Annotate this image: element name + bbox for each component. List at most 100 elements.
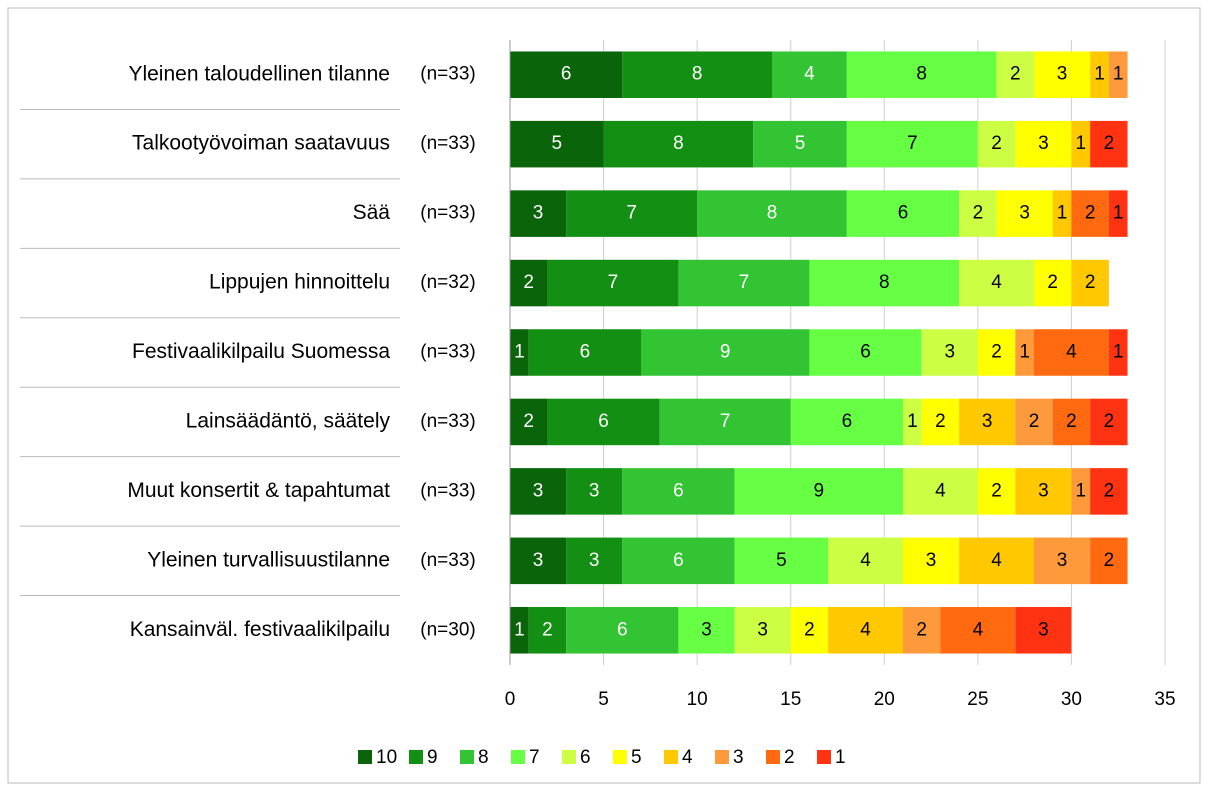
data-label: 4 — [860, 550, 871, 571]
bar-segment — [1015, 398, 1053, 446]
legend-swatch — [562, 750, 576, 764]
data-label: 3 — [1038, 480, 1049, 501]
data-label: 1 — [1075, 133, 1086, 154]
data-label: 8 — [879, 272, 890, 293]
data-label: 9 — [813, 480, 824, 501]
bar-segment — [734, 468, 903, 515]
data-label: 1 — [1113, 203, 1124, 224]
bar-segment — [959, 259, 1034, 307]
data-label: 2 — [523, 272, 534, 293]
data-label: 2 — [935, 411, 946, 432]
bar-segment — [566, 607, 679, 654]
bar-segment — [996, 51, 1034, 98]
bar-segment — [566, 190, 698, 237]
x-tick-label: 25 — [967, 689, 988, 710]
bar-segment — [566, 468, 623, 515]
bar-segment — [1090, 120, 1128, 168]
data-label: 1 — [1019, 342, 1030, 363]
data-label: 5 — [551, 133, 562, 154]
data-label: 1 — [514, 342, 525, 363]
data-label: 3 — [1038, 133, 1049, 154]
legend-swatch — [817, 750, 831, 764]
data-label: 3 — [589, 550, 600, 571]
bar-segment — [828, 607, 903, 654]
data-label: 4 — [860, 619, 871, 640]
data-label: 1 — [1075, 480, 1086, 501]
bar-segment — [1034, 329, 1109, 376]
x-tick-label: 30 — [1061, 689, 1082, 710]
data-label: 2 — [991, 480, 1002, 501]
x-tick-label: 15 — [780, 689, 801, 710]
bar-segment — [809, 259, 960, 307]
bar-segment — [959, 537, 1034, 585]
category-label: Kansainväl. festivaalikilpailu — [130, 618, 390, 641]
data-label: 4 — [991, 550, 1002, 571]
bar-segment — [1090, 51, 1109, 98]
bar-segment — [1090, 398, 1128, 446]
data-label: 3 — [1019, 203, 1030, 224]
x-tick-label: 20 — [874, 689, 895, 710]
bar-segment — [697, 190, 847, 237]
bar-segment — [940, 607, 1016, 654]
legend-label: 1 — [835, 747, 846, 768]
bar-segment — [528, 607, 567, 654]
category-label: Sää — [353, 201, 391, 224]
bar-segment — [959, 190, 997, 237]
data-label: 3 — [589, 480, 600, 501]
bar-segment — [1090, 468, 1128, 515]
data-label: 6 — [580, 342, 591, 363]
data-label: 2 — [1104, 550, 1115, 571]
bar-segment — [921, 398, 960, 446]
bar-segment — [510, 468, 567, 515]
data-label: 3 — [1038, 619, 1049, 640]
data-label: 2 — [1085, 272, 1096, 293]
data-label: 3 — [757, 619, 768, 640]
bar-segment — [846, 51, 997, 98]
bar-segment — [903, 537, 960, 585]
bar-segment — [1034, 51, 1091, 98]
bar-segment — [903, 468, 978, 515]
data-label: 6 — [860, 342, 871, 363]
bar-segment — [977, 468, 1016, 515]
bar-segment — [846, 120, 978, 168]
category-label: Yleinen taloudellinen tilanne — [128, 62, 390, 85]
legend-label: 9 — [427, 747, 438, 768]
data-label: 2 — [916, 619, 927, 640]
bar-segment — [678, 607, 735, 654]
sample-size: (n=33) — [420, 411, 475, 432]
data-label: 4 — [973, 619, 984, 640]
legend-swatch — [664, 750, 678, 764]
data-label: 8 — [916, 64, 927, 85]
data-label: 2 — [804, 619, 815, 640]
legend-label: 7 — [529, 747, 540, 768]
data-label: 4 — [804, 64, 815, 85]
data-label: 6 — [561, 64, 572, 85]
data-label: 2 — [1104, 411, 1115, 432]
legend-swatch — [460, 750, 474, 764]
data-label: 6 — [898, 203, 909, 224]
data-label: 2 — [542, 619, 553, 640]
data-label: 1 — [1113, 64, 1124, 85]
sample-size: (n=30) — [420, 619, 475, 640]
data-label: 6 — [598, 411, 609, 432]
bar-segment — [1015, 468, 1072, 515]
bar-segment — [1034, 259, 1072, 307]
bar-segment — [1015, 120, 1072, 168]
category-label: Lippujen hinnoittelu — [209, 271, 390, 294]
bar-segment — [753, 120, 847, 168]
bar-segment — [903, 607, 941, 654]
data-label: 3 — [1057, 550, 1068, 571]
bar-segment — [622, 468, 735, 515]
bar-segment — [510, 259, 548, 307]
bar-segment — [510, 190, 567, 237]
bar-segment — [510, 51, 623, 98]
sample-size: (n=32) — [420, 272, 475, 293]
bar-segment — [903, 398, 922, 446]
category-label: Festivaalikilpailu Suomessa — [132, 340, 390, 363]
bar-segment — [1071, 259, 1109, 307]
bar-segment — [510, 537, 567, 585]
legend-label: 8 — [478, 747, 489, 768]
sample-size: (n=33) — [420, 64, 475, 85]
bar-segment — [809, 329, 922, 376]
legend-swatch — [358, 750, 372, 764]
